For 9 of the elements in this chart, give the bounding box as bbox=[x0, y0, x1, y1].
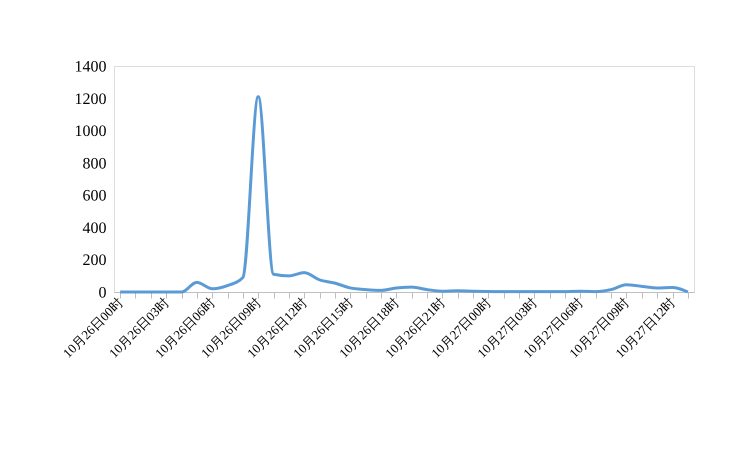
y-tick-label: 800 bbox=[82, 155, 106, 172]
y-tick-label: 0 bbox=[98, 284, 106, 302]
y-tick-label: 200 bbox=[82, 252, 106, 270]
y-tick-label: 600 bbox=[82, 188, 106, 205]
y-tick-label: 1200 bbox=[74, 90, 106, 108]
y-tick-label: 1400 bbox=[74, 58, 106, 76]
y-tick-label: 400 bbox=[82, 220, 106, 237]
y-tick-label: 1000 bbox=[74, 123, 106, 140]
line-series bbox=[118, 95, 690, 294]
